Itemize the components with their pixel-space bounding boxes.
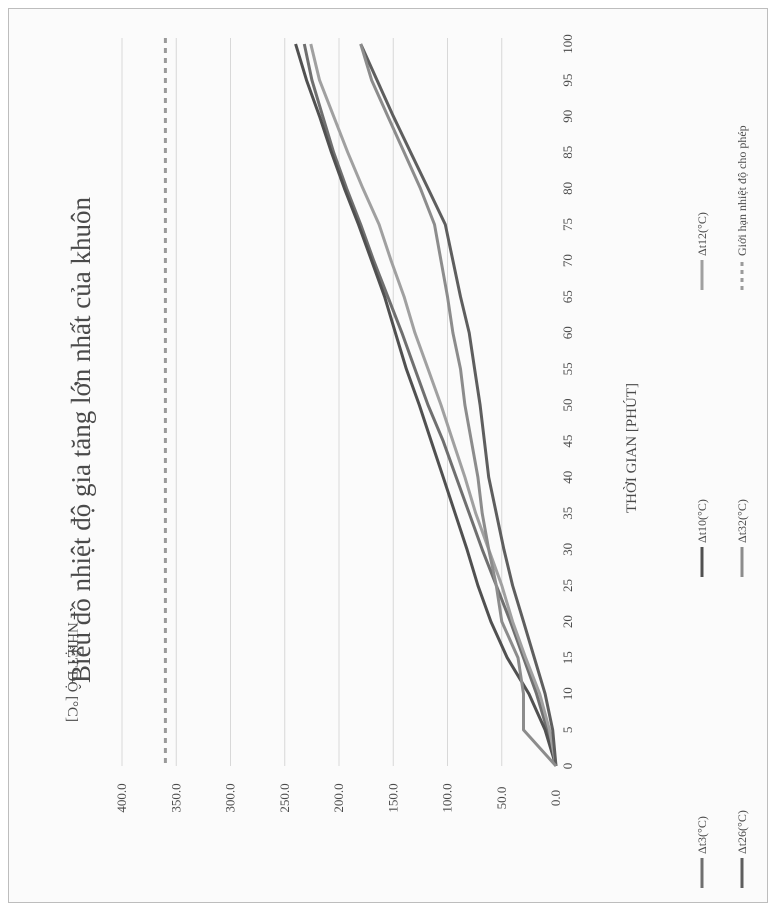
chart-title: Biểu đồ nhiệt độ gia tăng lớn nhất của k… [66, 197, 96, 683]
x-tick-label: 65 [560, 290, 575, 303]
legend-label: Giới hạn nhiệt độ cho phép [735, 125, 749, 256]
legend-label: Δt10(°C) [695, 499, 709, 543]
x-tick-label: 40 [560, 471, 575, 484]
legend-label: Δt12(°C) [695, 212, 709, 256]
series-line [294, 43, 558, 767]
y-tick-label: 50.0 [494, 787, 509, 810]
legend-label: Δt32(°C) [735, 499, 749, 543]
y-axis-label: NHIỆT ĐỘ [°C] [64, 622, 81, 722]
x-tick-labels: 0 5 10 15 20 25 30 35 40 45 50 55 60 65 70 75 80 85 90 95 10… [560, 34, 575, 769]
x-tick-label: 70 [560, 254, 575, 267]
y-tick-label: 400.0 [114, 783, 129, 812]
x-axis-label: THỜI GIAN [PHÚT] [623, 383, 640, 513]
x-tick-label: 50 [560, 399, 575, 412]
series-lines [294, 43, 558, 768]
legend: Δt3(°C) Δt10(°C) Δt12(°C) Δt26(°C) Δt32(°C) G… [695, 125, 749, 888]
legend-item: Δt32(°C) [735, 499, 749, 577]
y-tick-label: 150.0 [385, 783, 400, 812]
x-tick-label: 20 [560, 615, 575, 628]
series-line [309, 43, 558, 767]
x-tick-label: 90 [560, 110, 575, 123]
y-tick-label: 100.0 [440, 783, 455, 812]
x-tick-label: 10 [560, 687, 575, 700]
x-tick-label: 55 [560, 362, 575, 375]
legend-item: Δt10(°C) [695, 499, 709, 577]
x-tick-label: 80 [560, 182, 575, 195]
x-tick-label: 0 [560, 763, 575, 770]
x-tick-label: 5 [560, 727, 575, 734]
x-tick-label: 85 [560, 146, 575, 159]
x-tick-label: 60 [560, 326, 575, 339]
legend-label: Δt3(°C) [695, 816, 709, 854]
legend-item: Δt3(°C) [695, 816, 709, 888]
legend-item: Δt12(°C) [695, 212, 709, 290]
y-tick-labels: 0.0 50.0 100.0 150.0 200.0 250.0 300.0 350.0 400… [114, 783, 563, 812]
x-tick-label: 100 [560, 34, 575, 54]
y-tick-label: 350.0 [168, 783, 183, 812]
grid-lines [121, 38, 503, 766]
y-tick-label: 0.0 [548, 790, 563, 806]
y-tick-label: 300.0 [223, 783, 238, 812]
x-tick-label: 45 [560, 435, 575, 448]
legend-item: Giới hạn nhiệt độ cho phép [735, 125, 749, 290]
x-tick-label: 95 [560, 74, 575, 87]
x-tick-label: 15 [560, 651, 575, 664]
x-tick-label: 75 [560, 218, 575, 231]
legend-label: Δt26(°C) [735, 810, 749, 854]
series-line [302, 43, 558, 767]
y-tick-label: 250.0 [277, 783, 292, 812]
y-tick-label: 200.0 [331, 783, 346, 812]
series-line [359, 43, 558, 767]
x-tick-label: 25 [560, 579, 575, 592]
x-tick-label: 35 [560, 507, 575, 520]
series-line [359, 43, 558, 768]
chart-frame [8, 8, 768, 903]
x-tick-label: 30 [560, 543, 575, 556]
legend-item: Δt26(°C) [735, 810, 749, 888]
